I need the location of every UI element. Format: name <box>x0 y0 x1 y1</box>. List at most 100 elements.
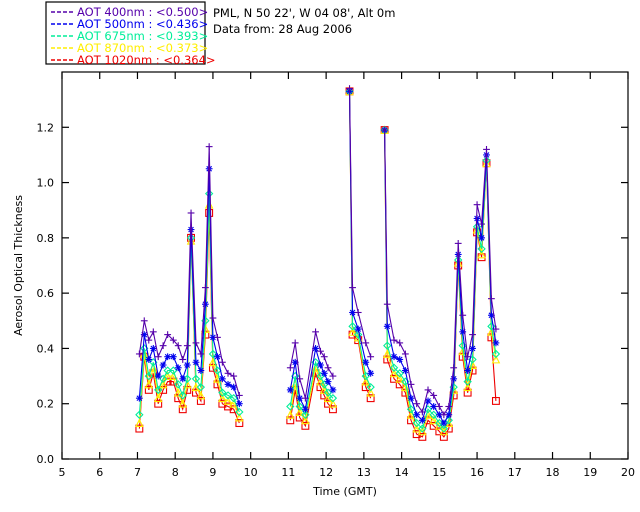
data-marker-diamond <box>429 410 438 419</box>
data-marker-asterisk <box>164 353 171 360</box>
series-polyline <box>138 146 240 396</box>
data-marker-triangle <box>477 249 486 259</box>
data-marker-asterisk <box>312 345 319 352</box>
data-marker-triangle <box>418 426 427 436</box>
data-marker-asterisk <box>402 367 409 374</box>
y-tick-label: 0.6 <box>37 287 55 300</box>
data-marker-diamond <box>235 407 244 417</box>
data-marker-square <box>224 402 232 411</box>
x-tick-label: 19 <box>583 466 597 479</box>
data-marker-asterisk <box>292 359 299 366</box>
data-marker-diamond <box>389 363 399 372</box>
data-marker-diamond <box>395 369 404 378</box>
data-marker-square <box>328 405 337 414</box>
data-marker-square <box>418 432 427 441</box>
data-marker-square <box>144 385 153 394</box>
y-tick-label: 0.2 <box>37 398 55 411</box>
data-marker-asterisk <box>321 370 328 377</box>
data-marker-asterisk <box>349 309 356 316</box>
data-marker-asterisk <box>488 312 495 319</box>
data-marker-asterisk <box>464 367 471 374</box>
data-marker-triangle <box>218 393 227 403</box>
data-marker-asterisk <box>317 362 324 368</box>
data-marker-asterisk <box>325 378 331 385</box>
legend-item[interactable]: AOT 870nm : <0.373> <box>51 41 208 55</box>
data-marker-asterisk <box>225 381 231 388</box>
legend-item[interactable]: AOT 1020nm : <0.364> <box>51 53 216 67</box>
x-axis-title: Time (GMT) <box>312 485 377 498</box>
data-marker-asterisk <box>469 345 476 352</box>
legend-label-1020: AOT 1020nm : <0.364> <box>77 53 216 67</box>
data-marker-triangle <box>158 379 168 389</box>
data-marker-square <box>412 430 421 439</box>
header-date: Data from: 28 Aug 2006 <box>213 22 352 36</box>
data-marker-asterisk <box>214 353 221 360</box>
data-marker-asterisk <box>210 334 216 341</box>
data-marker-asterisk <box>141 331 148 338</box>
data-marker-asterisk <box>302 406 309 413</box>
data-marker-square <box>361 383 370 392</box>
data-marker-diamond <box>295 402 304 411</box>
data-marker-diamond <box>223 391 233 400</box>
data-marker-triangle <box>178 399 188 408</box>
data-marker-diamond <box>406 405 416 414</box>
data-marker-diamond <box>463 377 472 386</box>
data-marker-square <box>383 355 392 364</box>
data-marker-triangle <box>153 393 163 403</box>
x-tick-label: 17 <box>508 466 522 479</box>
legend-label-870: AOT 870nm : <0.373> <box>77 41 208 55</box>
data-marker-triangle <box>301 415 310 425</box>
data-marker-square <box>135 424 144 433</box>
data-marker-asterisk <box>179 375 186 382</box>
x-tick-label: 11 <box>281 466 295 479</box>
data-marker-diamond <box>328 394 338 403</box>
data-marker-diamond <box>178 391 187 400</box>
data-marker-diamond <box>354 330 363 339</box>
data-marker-asterisk <box>230 384 237 390</box>
data-marker-diamond <box>213 366 222 375</box>
x-tick-label: 13 <box>357 466 371 479</box>
legend-label-500: AOT 500nm : <0.436> <box>77 17 208 31</box>
data-marker-asterisk <box>355 326 362 332</box>
data-marker-asterisk <box>408 395 414 402</box>
series-polyline <box>289 371 334 428</box>
data-marker-square <box>491 396 500 405</box>
data-marker-triangle <box>135 418 144 428</box>
data-marker-triangle <box>366 388 375 397</box>
data-marker-diamond <box>301 410 310 419</box>
data-marker-square <box>301 421 310 430</box>
data-marker-asterisk <box>413 411 420 418</box>
data-marker-asterisk <box>396 356 403 363</box>
data-marker-square <box>439 432 448 441</box>
data-marker-diamond <box>383 341 392 350</box>
legend-item[interactable]: AOT 400nm : <0.500> <box>51 5 208 19</box>
data-marker-asterisk <box>145 356 152 363</box>
y-axis-title: Aerosol Optical Thickness <box>12 195 25 336</box>
data-marker-diamond <box>491 349 501 359</box>
series-aot-500nm <box>135 87 500 427</box>
data-marker-diamond <box>204 189 214 198</box>
legend-item[interactable]: AOT 675nm : <0.393> <box>51 29 208 43</box>
data-marker-diamond <box>361 371 370 381</box>
data-marker-diamond <box>487 322 496 331</box>
data-marker-asterisk <box>296 395 303 402</box>
x-tick-label: 9 <box>209 466 216 479</box>
legend: AOT 400nm : <0.500>AOT 500nm : <0.436>AO… <box>45 1 216 67</box>
data-marker-square <box>154 399 163 408</box>
data-marker-asterisk <box>160 362 166 368</box>
series-polyline <box>348 91 372 399</box>
data-marker-square <box>159 385 168 394</box>
y-tick-label: 1.0 <box>37 177 55 190</box>
data-marker-asterisk <box>198 367 204 374</box>
x-tick-label: 10 <box>244 466 258 479</box>
data-marker-diamond <box>348 322 357 331</box>
data-marker-triangle <box>348 327 357 336</box>
legend-item[interactable]: AOT 500nm : <0.436> <box>51 17 208 31</box>
data-marker-diamond <box>135 410 144 419</box>
series-polyline <box>384 130 497 430</box>
x-tick-label: 6 <box>96 466 103 479</box>
data-marker-diamond <box>169 366 178 375</box>
data-marker-diamond <box>163 366 172 375</box>
data-marker-asterisk <box>330 387 336 393</box>
